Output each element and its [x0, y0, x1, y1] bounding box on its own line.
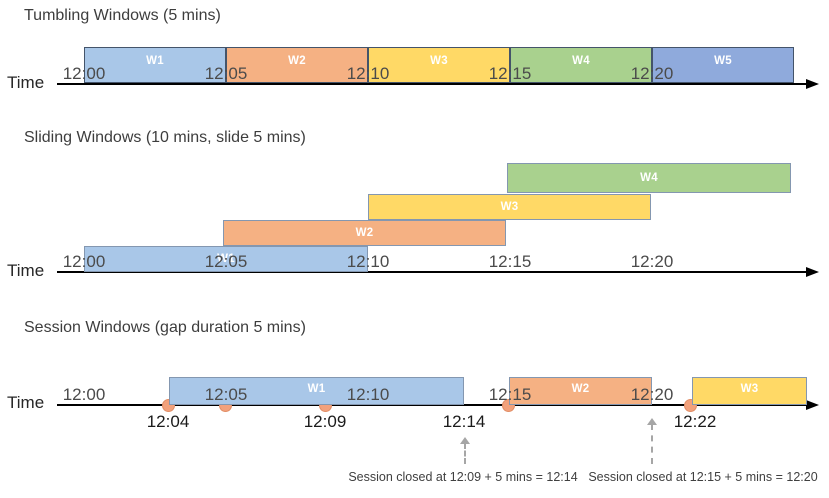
axis-tick-label: 12:20 [630, 64, 674, 83]
window-label: W4 [640, 172, 658, 184]
section-title: Sliding Windows (10 mins, slide 5 mins) [24, 129, 306, 146]
event-time-label: 12:14 [442, 412, 486, 431]
time-axis-label: Time [7, 73, 45, 92]
window-box-w1: W1 [169, 377, 464, 405]
window-label: W5 [714, 55, 732, 67]
axis-tick-label: 12:20 [630, 385, 674, 404]
dashed-arrow-line [464, 443, 466, 464]
axis-tick-label: 12:10 [346, 64, 390, 83]
window-label: W1 [307, 383, 326, 395]
window-label: W1 [146, 55, 164, 67]
section-title: Session Windows (gap duration 5 mins) [24, 319, 306, 336]
window-box-w3: W3 [692, 377, 807, 405]
dashed-arrow-head-icon [647, 418, 657, 425]
timeline-axis [57, 271, 808, 273]
session-close-annotation: Session closed at 12:15 + 5 mins = 12:20 [588, 470, 818, 484]
timeline-arrowhead-icon [806, 79, 819, 89]
axis-tick-label: 12:10 [346, 385, 390, 404]
window-box-w4: W4 [507, 163, 791, 193]
window-label: W4 [572, 55, 590, 67]
event-time-label: 12:04 [146, 412, 190, 431]
window-label: W3 [430, 55, 448, 67]
window-box-w2: W2 [223, 220, 506, 246]
axis-tick-label: 12:15 [488, 385, 532, 404]
axis-tick-label: 12:20 [630, 252, 674, 271]
event-time-label: 12:09 [303, 412, 347, 431]
timeline-arrowhead-icon [806, 400, 819, 410]
dashed-arrow-head-icon [460, 437, 470, 444]
axis-tick-label: 12:00 [62, 252, 106, 271]
time-axis-label: Time [7, 393, 45, 412]
session-close-annotation: Session closed at 12:09 + 5 mins = 12:14 [348, 470, 578, 484]
axis-tick-label: 12:10 [346, 252, 390, 271]
axis-tick-label: 12:15 [488, 252, 532, 271]
window-label: W2 [288, 55, 306, 67]
window-box-w5: W5 [652, 47, 794, 83]
window-box-w1: W1 [84, 246, 368, 272]
axis-tick-label: 12:05 [204, 385, 248, 404]
timeline-axis [57, 83, 808, 85]
window-box-w3: W3 [368, 47, 510, 83]
window-box-w1: W1 [84, 47, 226, 83]
axis-tick-label: 12:00 [62, 385, 106, 404]
window-label: W3 [500, 201, 519, 213]
event-time-label: 12:22 [673, 412, 717, 431]
window-box-w2: W2 [509, 377, 652, 405]
time-axis-label: Time [7, 261, 45, 280]
window-box-w2: W2 [226, 47, 368, 83]
window-label: W2 [571, 383, 590, 395]
dashed-arrow-line [651, 424, 653, 464]
window-box-w3: W3 [368, 194, 651, 220]
axis-tick-label: 12:00 [62, 64, 106, 83]
timeline-axis [57, 404, 808, 406]
window-label: W2 [355, 227, 374, 239]
axis-tick-label: 12:05 [204, 64, 248, 83]
axis-tick-label: 12:15 [488, 64, 532, 83]
timeline-arrowhead-icon [806, 267, 819, 277]
window-label: W3 [740, 383, 759, 395]
section-title: Tumbling Windows (5 mins) [24, 7, 221, 24]
window-box-w4: W4 [510, 47, 652, 83]
window-label: W1 [217, 253, 235, 265]
axis-tick-label: 12:05 [204, 252, 248, 271]
